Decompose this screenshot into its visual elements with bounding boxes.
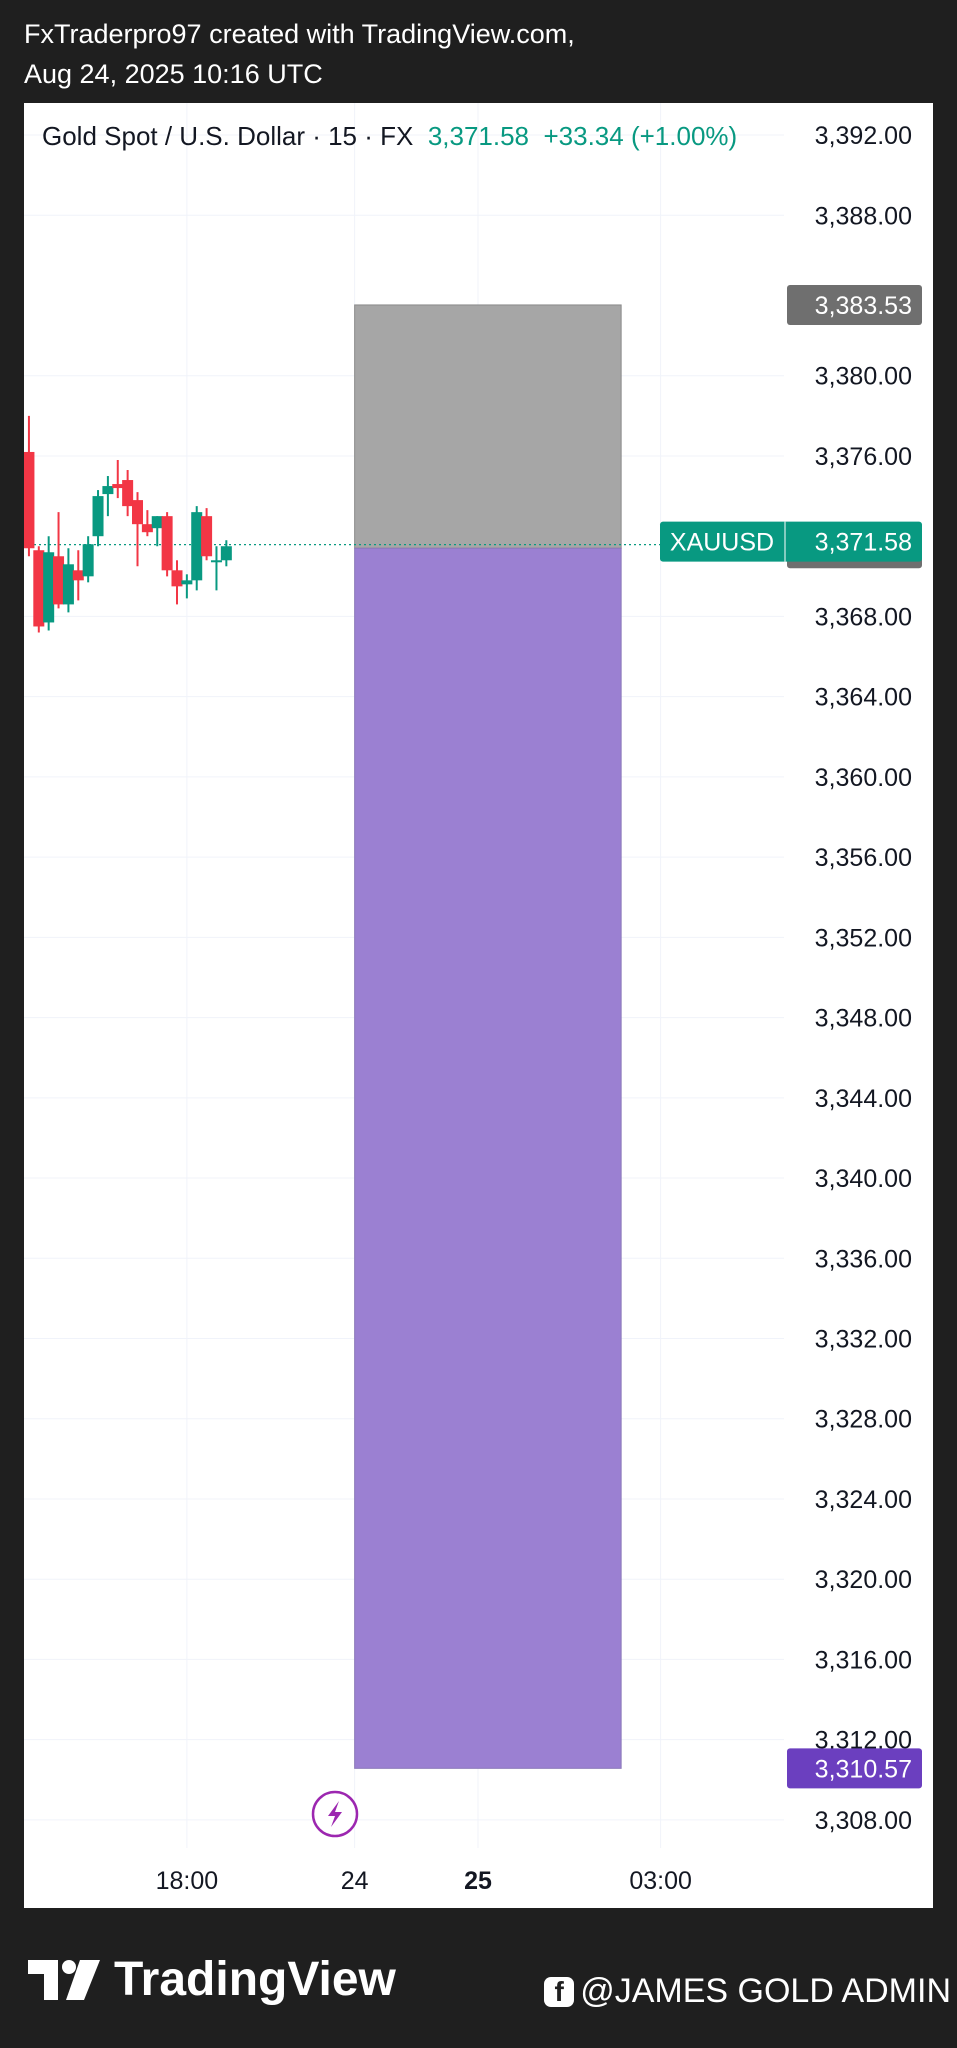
candle-body [161,516,173,571]
candle-body [132,500,144,525]
facebook-icon: f [544,1976,575,2007]
candle-body [43,552,55,623]
candle-body [122,480,134,507]
chart-header: FxTraderpro97 created with TradingView.c… [24,14,575,94]
candle-body [24,451,35,549]
y-tick-label: 3,376.00 [815,443,912,471]
target-price-badge-bg [787,1748,922,1789]
y-tick-label: 3,360.00 [815,764,912,792]
credit-text: @JAMES GOLD ADMIN [580,1972,951,2010]
y-tick-label: 3,340.00 [815,1165,912,1193]
candle-body [171,570,183,587]
current-price-badge: 3,371.58 [815,529,912,557]
take-profit-zone [354,547,622,1769]
x-tick-label: 25 [464,1867,492,1895]
candle-body [82,544,94,577]
candle-body [53,556,65,605]
tradingview-logo-icon [28,1959,100,2000]
y-tick-label: 3,324.00 [815,1486,912,1514]
y-tick-label: 3,364.00 [815,684,912,712]
y-tick-label: 3,320.00 [815,1566,912,1594]
tradingview-brand: TradingView [114,1953,396,2006]
stop-price-badge-bg [787,284,922,325]
candle-body [201,516,213,557]
chart-legend: Gold Spot / U.S. Dollar · 15 · FX 3,371.… [42,121,737,152]
symbol-badge: XAUUSD [670,529,774,557]
candle-body [210,560,222,563]
y-tick-label: 3,352.00 [815,924,912,952]
timestamp-line: Aug 24, 2025 10:16 UTC [24,59,323,89]
stop-loss-zone [354,304,622,549]
candle-body [151,516,163,529]
candle-body [72,570,84,581]
candle-body [181,580,193,585]
x-tick-label: 18:00 [156,1867,219,1895]
x-tick-label: 03:00 [629,1867,692,1895]
y-tick-label: 3,308.00 [815,1807,912,1835]
current-price-badge-bg [660,521,922,562]
author-line: FxTraderpro97 created with TradingView.c… [24,19,575,49]
candle-body [33,550,45,627]
legend-price: 3,371.58 [427,121,530,151]
y-tick-label: 3,356.00 [815,844,912,872]
stop-price-badge: 3,383.53 [815,292,912,320]
y-tick-label: 3,392.00 [815,122,912,150]
candle-body [112,484,124,489]
candle-body [62,564,74,605]
tradingview-logo: TradingView [28,1952,396,2007]
candle-body [92,496,104,537]
lightning-bolt [328,1801,342,1827]
target-price-badge: 3,310.57 [815,1755,912,1783]
price-chart[interactable]: 3,392.00 3,388.00 3,380.00 3,376.00 3,368.00… [24,103,933,1908]
candle-body [102,486,114,495]
y-tick-label: 3,368.00 [815,603,912,631]
y-tick-label: 3,380.00 [815,363,912,391]
candle-body [191,512,203,581]
candle-body [141,524,153,533]
candle-body [220,546,232,561]
y-tick-label: 3,332.00 [815,1326,912,1354]
y-tick-label: 3,344.00 [815,1085,912,1113]
symbol-description: Gold Spot / U.S. Dollar · 15 · FX [42,121,414,151]
credit: f @JAMES GOLD ADMIN [544,1972,951,2011]
y-tick-label: 3,328.00 [815,1406,912,1434]
y-tick-label: 3,316.00 [815,1646,912,1674]
legend-change: +33.34 (+1.00%) [543,121,738,151]
x-tick-label: 24 [341,1867,369,1895]
y-tick-label: 3,336.00 [815,1245,912,1273]
y-tick-label: 3,348.00 [815,1005,912,1033]
y-tick-label: 3,388.00 [815,202,912,230]
chart-panel[interactable]: 3,392.00 3,388.00 3,380.00 3,376.00 3,368.00… [24,103,933,1908]
